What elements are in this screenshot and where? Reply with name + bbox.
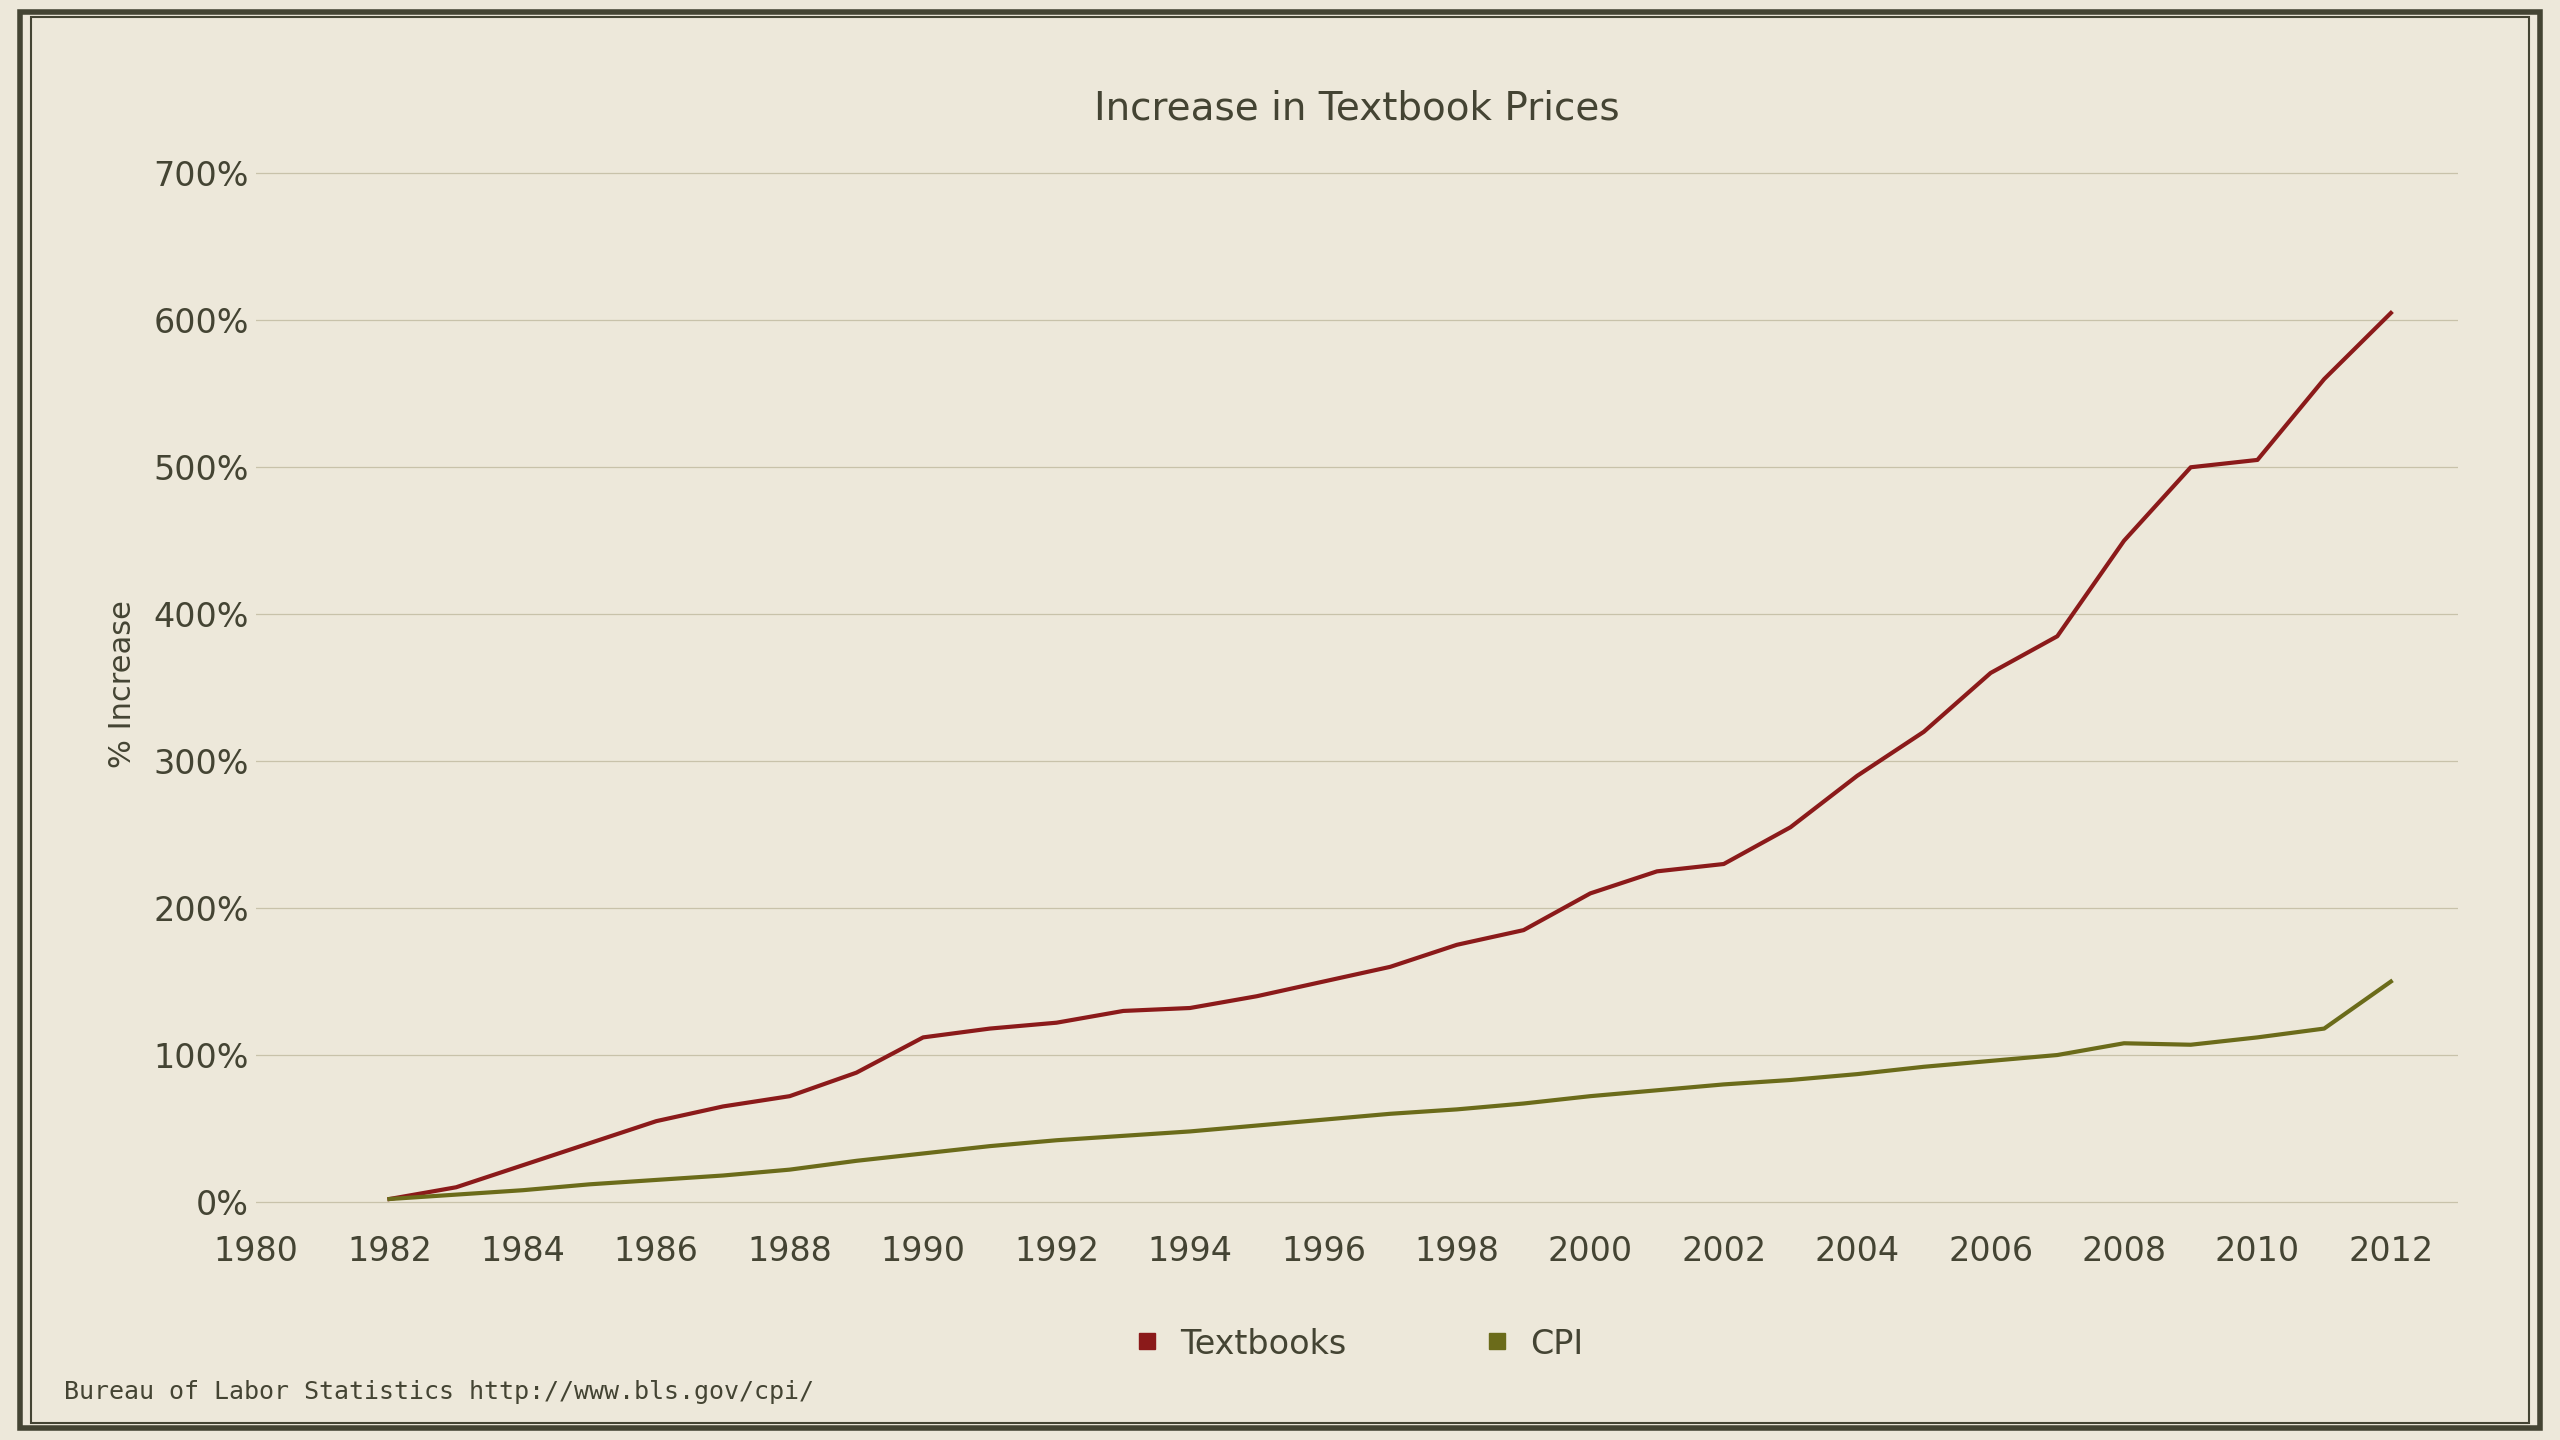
Y-axis label: % Increase: % Increase [108, 600, 136, 768]
Legend: Textbooks, CPI: Textbooks, CPI [1116, 1315, 1597, 1375]
Title: Increase in Textbook Prices: Increase in Textbook Prices [1093, 89, 1620, 127]
Text: Bureau of Labor Statistics http://www.bls.gov/cpi/: Bureau of Labor Statistics http://www.bl… [64, 1380, 814, 1404]
